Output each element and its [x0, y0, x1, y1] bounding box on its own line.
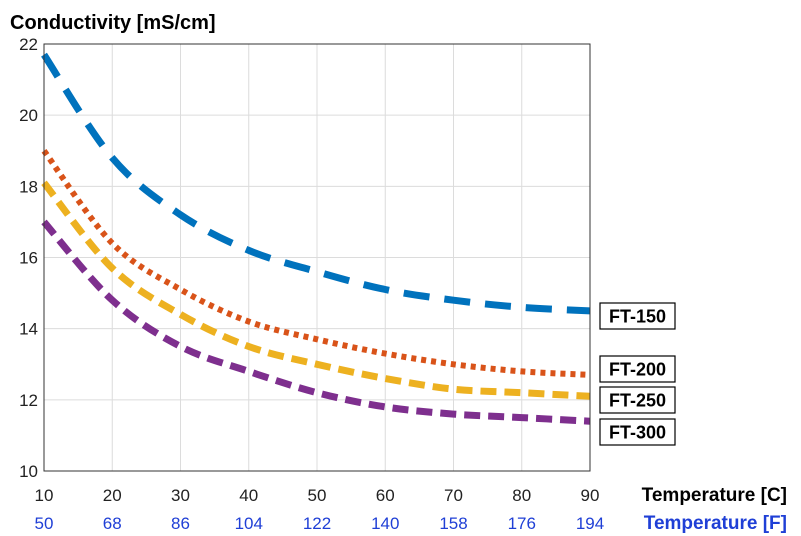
- x-tick-label-celsius: 90: [581, 486, 600, 505]
- x-tick-label-fahrenheit: 50: [35, 514, 54, 533]
- x-axis-label-celsius: Temperature [C]: [642, 485, 787, 506]
- series-label-text: FT-150: [609, 307, 666, 327]
- y-tick-label: 20: [19, 106, 38, 125]
- chart-title: Conductivity [mS/cm]: [10, 12, 216, 34]
- x-tick-label-celsius: 80: [512, 486, 531, 505]
- x-tick-label-celsius: 20: [103, 486, 122, 505]
- series-label-box: [599, 302, 676, 330]
- x-tick-label-celsius: 60: [376, 486, 395, 505]
- x-tick-label-fahrenheit: 176: [508, 514, 536, 533]
- x-tick-label-fahrenheit: 140: [371, 514, 399, 533]
- series-line-ft-300: [41, 219, 591, 425]
- series-label-box: [599, 355, 676, 383]
- y-tick-label: 22: [19, 35, 38, 54]
- series-label-ft-200: FT-200: [599, 355, 676, 383]
- series-label-text: FT-200: [609, 360, 666, 380]
- x-tick-label-fahrenheit: 68: [103, 514, 122, 533]
- x-tick-label-fahrenheit: 104: [235, 514, 263, 533]
- x-tick-labels-fahrenheit: 50 68 86 104 122 140 158 176 194: [35, 514, 605, 533]
- grid: [44, 44, 590, 471]
- x-tick-label-fahrenheit: 122: [303, 514, 331, 533]
- series-layer: [41, 52, 591, 425]
- x-tick-label-celsius: 10: [35, 486, 54, 505]
- plot-frame: [43, 43, 591, 472]
- series-line-ft-150: [41, 52, 591, 315]
- series-label-box: [599, 418, 676, 446]
- x-tick-label-celsius: 40: [239, 486, 258, 505]
- series-label-text: FT-300: [609, 423, 666, 443]
- series-line-ft-250: [41, 180, 591, 400]
- series-label-ft-150: FT-150: [599, 302, 676, 330]
- x-tick-label-celsius: 50: [308, 486, 327, 505]
- y-tick-label: 10: [19, 462, 38, 481]
- y-tick-label: 18: [19, 177, 38, 196]
- y-tick-label: 14: [19, 320, 38, 339]
- x-tick-label-celsius: 70: [444, 486, 463, 505]
- series-label-text: FT-250: [609, 391, 666, 411]
- x-axis-label-fahrenheit: Temperature [F]: [644, 513, 787, 534]
- x-tick-label-fahrenheit: 86: [171, 514, 190, 533]
- y-tick-label: 16: [19, 249, 38, 268]
- x-tick-label-fahrenheit: 158: [439, 514, 467, 533]
- series-labels: FT-150 FT-200 FT-250 FT-300: [599, 302, 676, 446]
- series-label-box: [599, 386, 676, 414]
- series-label-ft-250: FT-250: [599, 386, 676, 414]
- x-tick-label-fahrenheit: 194: [576, 514, 604, 533]
- y-tick-labels: 10 12 14 16 18 20 22: [19, 35, 38, 481]
- x-tick-label-celsius: 30: [171, 486, 190, 505]
- x-tick-labels-celsius: 10 20 30 40 50 60 70 80 90: [35, 486, 600, 505]
- series-label-ft-300: FT-300: [599, 418, 676, 446]
- y-tick-label: 12: [19, 391, 38, 410]
